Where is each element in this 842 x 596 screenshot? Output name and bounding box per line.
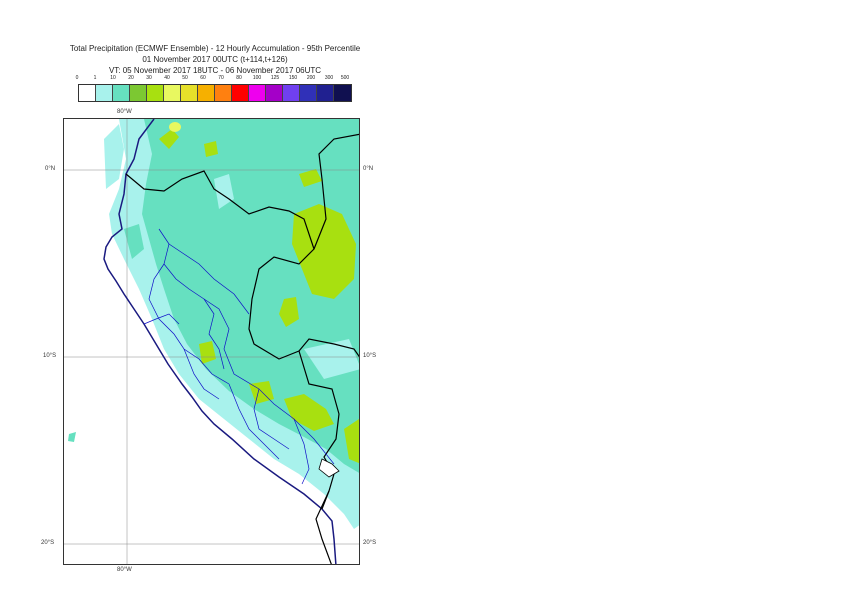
legend-color-box — [334, 85, 351, 101]
legend-color-box — [266, 85, 283, 101]
precip-area-light — [104, 124, 124, 189]
lat-label-left: 20°S — [41, 540, 55, 546]
country-border — [315, 490, 332, 564]
precip-area-medium — [142, 119, 359, 473]
legend-label: 100 — [252, 75, 262, 81]
precip-area-heavy — [299, 169, 322, 187]
region-border — [143, 313, 180, 325]
lon-label-top: 80°W — [117, 109, 132, 115]
precip-area-medium — [68, 432, 76, 442]
legend-color-box — [249, 85, 266, 101]
precip-area-heavy — [199, 341, 216, 364]
legend-color-box — [215, 85, 232, 101]
region-border — [203, 298, 225, 370]
map-panel — [63, 118, 360, 565]
country-border — [298, 338, 359, 358]
precip-area-heavy — [159, 129, 179, 149]
region-border — [183, 348, 220, 400]
precip-area-medium — [124, 224, 144, 259]
country-border — [125, 170, 340, 510]
legend-label: 60 — [200, 75, 206, 81]
precip-max-spot — [169, 122, 181, 132]
legend-color-box — [96, 85, 113, 101]
legend-color-box — [300, 85, 317, 101]
lon-label-bottom: 80°W — [117, 567, 132, 573]
title-line-3: VT: 05 November 2017 18UTC - 06 November… — [108, 66, 322, 75]
legend-label: 0 — [75, 75, 79, 81]
precipitation-map — [64, 119, 359, 564]
region-border — [168, 243, 250, 315]
region-border — [253, 388, 290, 450]
legend-colorbar — [78, 84, 352, 102]
title-line-2: 01 November 2017 00UTC (t+114,t+126) — [142, 55, 288, 64]
precip-area-heavy — [284, 394, 334, 431]
legend-labels: 0 1 10 20 30 40 50 60 70 80 100 125 150 … — [0, 75, 400, 85]
legend-label: 300 — [324, 75, 334, 81]
legend-color-box — [113, 85, 130, 101]
legend-color-box — [283, 85, 300, 101]
legend-color-box — [164, 85, 181, 101]
legend-label: 1 — [93, 75, 97, 81]
precip-area-light — [214, 174, 234, 209]
legend-label: 10 — [110, 75, 116, 81]
precip-area-heavy — [204, 141, 218, 157]
precip-area-heavy — [344, 419, 359, 464]
lake-titicaca — [318, 458, 340, 478]
lat-label-left: 0°N — [45, 166, 56, 172]
country-border — [313, 133, 359, 250]
region-border — [148, 263, 230, 385]
lat-label-right: 0°N — [363, 166, 374, 172]
precip-area-heavy — [279, 297, 299, 327]
legend-color-box — [198, 85, 215, 101]
legend-color-box — [79, 85, 96, 101]
legend-color-box — [317, 85, 334, 101]
precip-area-heavy — [292, 204, 356, 299]
legend-color-box — [232, 85, 249, 101]
title-line-1: Total Precipitation (ECMWF Ensemble) - 1… — [69, 44, 361, 53]
legend-color-box — [147, 85, 164, 101]
region-border — [158, 228, 335, 465]
lat-label-right: 10°S — [363, 353, 377, 359]
legend-label: 50 — [182, 75, 188, 81]
legend-label: 70 — [218, 75, 224, 81]
lat-label-left: 10°S — [43, 353, 57, 359]
legend-label: 40 — [164, 75, 170, 81]
legend-label: 125 — [270, 75, 280, 81]
lat-label-right: 20°S — [363, 540, 377, 546]
legend-label: 80 — [236, 75, 242, 81]
legend-label: 200 — [306, 75, 316, 81]
region-border — [228, 383, 280, 460]
legend-label: 150 — [288, 75, 298, 81]
precip-area-light — [304, 339, 359, 379]
legend-color-box — [130, 85, 147, 101]
region-border — [293, 418, 310, 485]
legend-label: 30 — [146, 75, 152, 81]
legend-color-box — [181, 85, 198, 101]
legend-label: 20 — [128, 75, 134, 81]
legend-label: 500 — [340, 75, 350, 81]
